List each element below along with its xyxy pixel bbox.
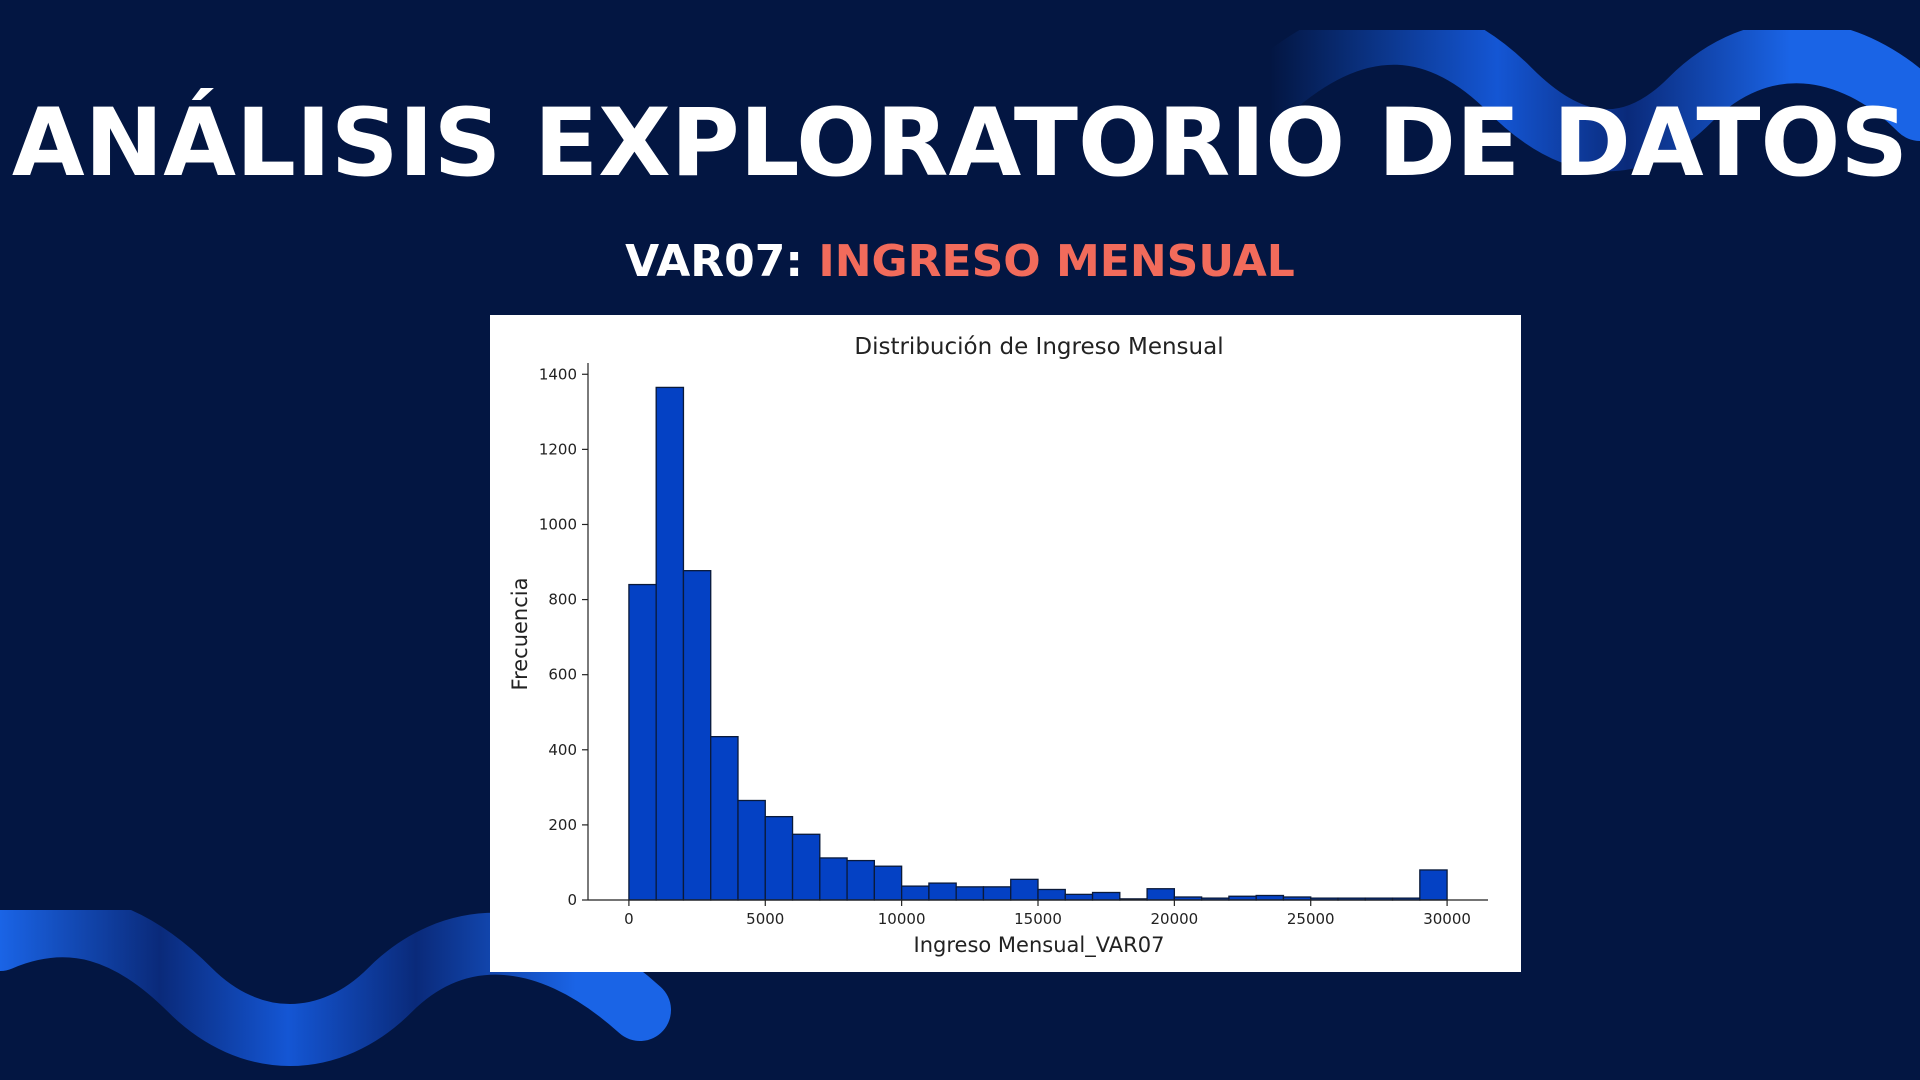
histogram-bar (955, 886, 985, 901)
x-axis-label: Ingreso Mensual_VAR07 (914, 933, 1165, 958)
y-tick-label: 1000 (539, 515, 577, 533)
subtitle-variable-code: VAR07: (625, 236, 819, 287)
histogram-bar (1091, 891, 1121, 901)
x-tick-label: 10000 (878, 910, 926, 928)
histogram-bars (628, 386, 1448, 901)
histogram-bar (819, 857, 848, 901)
x-tick-label: 20000 (1151, 910, 1199, 928)
histogram-bar (710, 735, 739, 901)
y-tick-label: 0 (567, 891, 577, 909)
histogram-bar (1037, 888, 1066, 901)
x-tick-label: 0 (624, 910, 634, 928)
histogram-bar (873, 865, 903, 901)
y-tick-label: 1200 (539, 440, 577, 458)
histogram-bar (791, 833, 821, 901)
y-tick-label: 1400 (539, 365, 577, 383)
y-tick-label: 600 (548, 666, 577, 684)
histogram-bar (655, 386, 685, 901)
chart-title: Distribución de Ingreso Mensual (854, 334, 1223, 360)
x-tick-label: 30000 (1423, 910, 1471, 928)
y-tick-label: 400 (548, 741, 577, 759)
histogram-bar (846, 859, 876, 901)
histogram-bar (900, 885, 930, 901)
histogram-bar (1064, 893, 1094, 901)
y-axis: 0 200 400 600 800 1000 1200 1400 (539, 363, 589, 909)
x-tick-label: 25000 (1287, 910, 1335, 928)
slide-subtitle: VAR07: INGRESO MENSUAL (0, 232, 1920, 292)
histogram-bar (764, 815, 794, 901)
y-tick-label: 200 (548, 816, 577, 834)
y-axis-label: Frecuencia (508, 578, 532, 691)
histogram-bar (628, 583, 657, 901)
x-axis: 0 5000 10000 15000 20000 25000 30000 (588, 899, 1488, 928)
histogram-bar (1419, 869, 1448, 901)
x-tick-label: 15000 (1014, 910, 1062, 928)
histogram-bar (982, 886, 1012, 901)
subtitle-variable-name: INGRESO MENSUAL (818, 236, 1295, 287)
histogram-bar (1255, 894, 1285, 901)
slide-title: ANÁLISIS EXPLORATORIO DE DATOS (11, 89, 1909, 198)
histogram-bar (737, 799, 766, 901)
y-tick-label: 800 (548, 591, 577, 609)
chart-panel: Distribución de Ingreso Mensual 0 200 400 6… (490, 315, 1521, 972)
histogram-bar (928, 882, 957, 901)
wave-decoration-top (1250, 30, 1920, 172)
histogram-bar (682, 570, 712, 901)
histogram-chart: Distribución de Ingreso Mensual 0 200 400 6… (508, 334, 1488, 958)
x-tick-label: 5000 (746, 910, 784, 928)
histogram-bar (1010, 878, 1039, 901)
histogram-bar (1146, 888, 1176, 901)
